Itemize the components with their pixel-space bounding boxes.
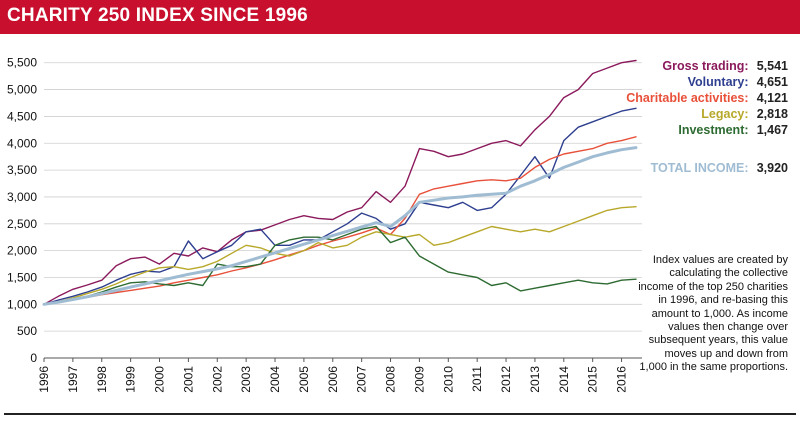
- x-tick-label: 2003: [239, 366, 253, 393]
- line-chart: 0 500 1,000 1,500 2,000 2,500 3,000 3,500 4,000 4…: [7, 56, 642, 393]
- x-tick-label: 1999: [124, 366, 138, 393]
- series-line-legacy: [43, 205, 637, 305]
- x-tick-label: 2013: [528, 366, 542, 393]
- y-tick-label: 2,000: [7, 244, 37, 258]
- legend-value: 4,121: [756, 91, 788, 105]
- y-tick-label: 1,500: [7, 270, 37, 284]
- x-tick-label: 2016: [615, 366, 629, 393]
- legend-item-total-income: TOTAL INCOME: 3,920: [626, 160, 788, 176]
- title-bar: CHARITY 250 INDEX SINCE 1996: [0, 0, 800, 34]
- x-tick-label: 2012: [499, 366, 513, 393]
- x-tick-label: 2008: [384, 366, 398, 393]
- x-tick-label: 1997: [66, 366, 80, 393]
- legend-label: Legacy:: [701, 107, 749, 121]
- legend-item-legacy: Legacy: 2,818: [626, 106, 788, 122]
- x-tick-label: 2005: [297, 366, 311, 393]
- x-tick-label: 2007: [355, 366, 369, 393]
- y-tick-label: 4,000: [7, 136, 37, 150]
- series-layer: [42, 59, 638, 306]
- x-tick-label: 2000: [153, 366, 167, 393]
- legend-item-voluntary: Voluntary: 4,651: [626, 74, 788, 90]
- y-tick-label: 5,000: [7, 83, 37, 97]
- y-tick-label: 3,500: [7, 163, 37, 177]
- chart-title: CHARITY 250 INDEX SINCE 1996: [7, 5, 308, 26]
- series-line-gross-trading: [43, 59, 637, 305]
- series-line-investment: [43, 225, 637, 305]
- x-tick-label: 2010: [441, 366, 455, 393]
- legend-label: TOTAL INCOME:: [650, 161, 749, 175]
- legend-label: Investment:: [678, 123, 749, 137]
- y-tick-label: 1,000: [7, 297, 37, 311]
- legend-item-investment: Investment: 1,467: [626, 122, 788, 138]
- x-tick-label: 2002: [210, 366, 224, 393]
- x-axis-ticks: 1996 1997 1998 1999 2000 2001 2002 2003 2004 2005…: [37, 358, 629, 393]
- grid-layer: [44, 62, 642, 359]
- x-tick-label: 2009: [412, 366, 426, 393]
- x-tick-label: 2001: [181, 366, 195, 393]
- x-tick-label: 1996: [37, 366, 51, 393]
- y-tick-label: 2,500: [7, 217, 37, 231]
- y-tick-label: 500: [17, 324, 37, 338]
- legend-label: Charitable activities:: [626, 91, 749, 105]
- x-tick-label: 2004: [268, 366, 282, 393]
- y-tick-label: 0: [30, 351, 37, 365]
- legend-value: 1,467: [756, 123, 788, 137]
- index-note: Index values are created by calculating …: [638, 254, 788, 374]
- legend: Gross trading: 5,541 Voluntary: 4,651 Ch…: [626, 58, 788, 176]
- series-line-voluntary: [43, 107, 637, 305]
- legend-item-charitable-activities: Charitable activities: 4,121: [626, 90, 788, 106]
- series-line-total-income: [42, 146, 638, 306]
- series-line-charitable-activities: [43, 136, 637, 305]
- x-tick-label: 1998: [95, 366, 109, 393]
- x-tick-label: 2014: [557, 366, 571, 393]
- legend-value: 2,818: [756, 107, 788, 121]
- y-axis-ticks: 0 500 1,000 1,500 2,000 2,500 3,000 3,500 4,000 4…: [7, 56, 37, 365]
- x-tick-label: 2015: [586, 366, 600, 393]
- x-tick-label: 2011: [470, 366, 484, 392]
- y-tick-label: 5,500: [7, 56, 37, 70]
- y-tick-label: 3,000: [7, 190, 37, 204]
- legend-label: Voluntary:: [687, 75, 749, 89]
- x-tick-label: 2006: [326, 366, 340, 393]
- bottom-divider: [4, 413, 796, 415]
- y-tick-label: 4,500: [7, 109, 37, 123]
- legend-value: 3,920: [756, 161, 788, 175]
- legend-item-gross-trading: Gross trading: 5,541: [626, 58, 788, 74]
- legend-value: 5,541: [756, 59, 788, 73]
- legend-value: 4,651: [756, 75, 788, 89]
- legend-label: Gross trading:: [662, 59, 749, 73]
